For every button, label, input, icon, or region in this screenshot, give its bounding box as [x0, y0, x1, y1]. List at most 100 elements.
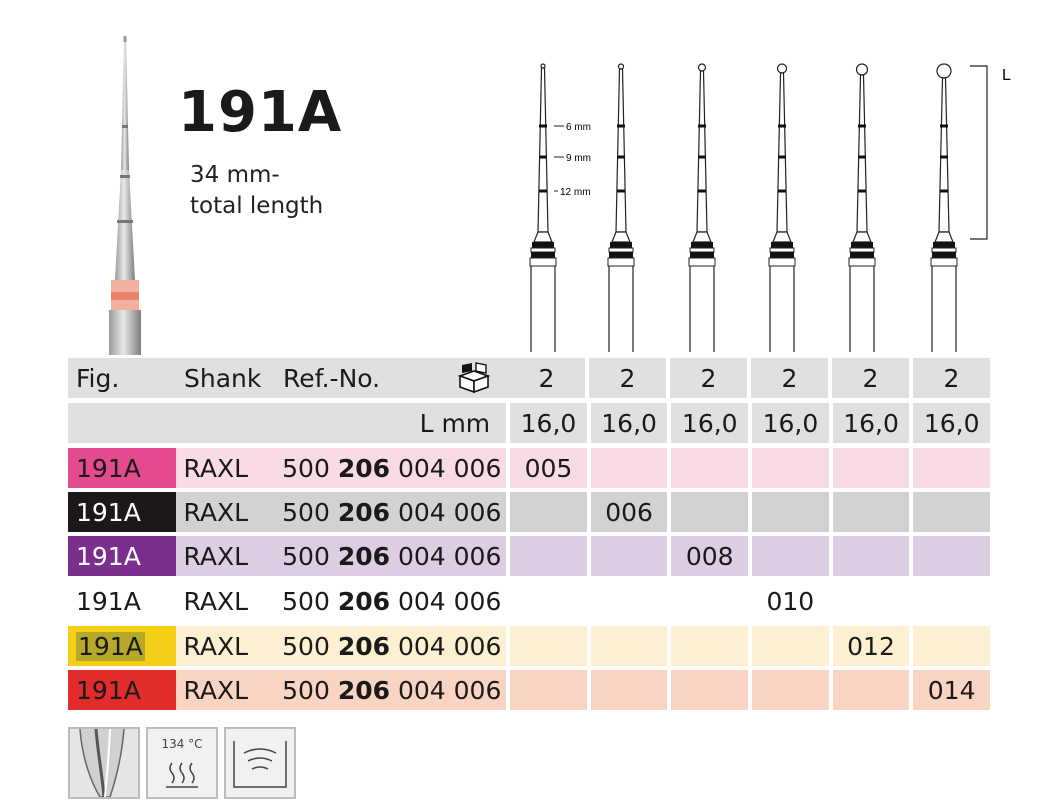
size-cell — [671, 670, 749, 710]
ref-part-a: 500 — [282, 541, 330, 571]
header-fig: Fig. — [68, 358, 176, 398]
ref-part-b: 206 — [337, 453, 391, 483]
ref-part-b: 206 — [337, 586, 391, 616]
instrument-drawing — [607, 63, 635, 352]
header-shank: Shank — [176, 358, 268, 398]
size-cell — [913, 448, 990, 488]
shank-cell: RAXL — [175, 626, 268, 666]
ref-part-b: 206 — [337, 497, 391, 527]
ultrasonic-bath-icon — [224, 727, 296, 799]
size-cell — [590, 581, 668, 621]
length-value: 16,0 — [671, 403, 749, 443]
fig-label: 191A — [76, 675, 141, 705]
size-cell — [913, 536, 990, 576]
instrument-drawing — [529, 63, 557, 352]
size-cell: 006 — [590, 492, 668, 532]
ref-part-a: 500 — [282, 453, 330, 483]
root-canal-icon — [68, 727, 140, 799]
fig-label: 191A — [76, 453, 141, 483]
product-subtitle: 34 mm- total length — [190, 160, 323, 222]
size-cell: 014 — [913, 670, 990, 710]
ref-number-cell: 500 206 004 006 — [267, 448, 507, 488]
pack-qty: 2 — [508, 358, 585, 398]
size-cell — [832, 448, 910, 488]
product-title: 191A — [178, 80, 343, 145]
pack-qty: 2 — [832, 358, 909, 398]
ref-number-cell: 500 206 004 006 — [267, 670, 507, 710]
size-cell — [832, 492, 910, 532]
length-row-blank — [68, 403, 176, 443]
fig-label: 191A — [76, 586, 141, 616]
size-cell: 010 — [752, 581, 829, 621]
length-value: 16,0 — [752, 403, 829, 443]
size-cell — [510, 492, 587, 532]
size-cell: 005 — [510, 448, 587, 488]
size-cell — [671, 626, 749, 666]
size-cell — [752, 626, 829, 666]
pack-qty: 2 — [589, 358, 666, 398]
table-row: 191A RAXL 500 206 004 006 014 — [68, 670, 990, 710]
size-cell — [590, 536, 668, 576]
fig-cell: 191A — [68, 670, 176, 710]
shank-cell: RAXL — [175, 670, 268, 710]
size-cell — [590, 670, 668, 710]
header-left: Fig. Shank Ref.-No. — [68, 358, 508, 398]
length-row: L mm 16,0 16,0 16,0 16,0 16,0 16,0 — [68, 403, 990, 443]
ref-part-b: 206 — [337, 631, 391, 661]
fig-cell: 191A — [68, 581, 176, 621]
subtitle-line-2: total length — [190, 193, 324, 219]
table-row: 191A RAXL 500 206 004 006 010 — [68, 581, 990, 621]
table-row: 191A RAXL 500 206 004 006 012 — [68, 626, 990, 666]
fig-label: 191A — [76, 541, 141, 571]
pack-qty: 2 — [670, 358, 747, 398]
size-cell — [913, 626, 990, 666]
size-cell — [510, 581, 587, 621]
fig-cell: 191A — [68, 626, 176, 666]
ref-part-c: 004 006 — [397, 453, 502, 483]
ref-part-a: 500 — [282, 586, 330, 616]
table-row: 191A RAXL 500 206 004 006 006 — [68, 492, 990, 532]
shank-cell: RAXL — [175, 448, 268, 488]
size-cell — [510, 536, 587, 576]
shank-cell: RAXL — [175, 581, 268, 621]
length-label: L — [1002, 67, 1011, 84]
shank-cell: RAXL — [175, 492, 268, 532]
package-icon — [438, 358, 508, 398]
length-value: 16,0 — [590, 403, 668, 443]
ref-part-c: 004 006 — [397, 631, 502, 661]
length-value: 16,0 — [913, 403, 990, 443]
sterilizer-icon: 134 °C — [146, 727, 218, 799]
length-bracket — [970, 65, 988, 240]
ref-number-cell: 500 206 004 006 — [267, 581, 507, 621]
size-cell — [671, 492, 749, 532]
pack-qty: 2 — [913, 358, 990, 398]
length-value: 16,0 — [832, 403, 910, 443]
size-cell — [752, 536, 829, 576]
fig-cell: 191A — [68, 536, 176, 576]
length-row-label: L mm — [267, 403, 507, 443]
ref-part-a: 500 — [282, 631, 330, 661]
header-ref: Ref.-No. — [268, 358, 438, 398]
size-cell — [671, 581, 749, 621]
ref-part-c: 004 006 — [397, 497, 502, 527]
ref-part-c: 004 006 — [397, 675, 502, 705]
size-cell — [832, 581, 910, 621]
size-cell — [752, 670, 829, 710]
ref-number-cell: 500 206 004 006 — [267, 626, 507, 666]
instrument-photo — [109, 36, 141, 355]
size-cell — [590, 626, 668, 666]
size-cell — [671, 448, 749, 488]
fig-label: 191A — [76, 497, 141, 527]
size-cell — [510, 626, 587, 666]
depth-mark-12mm: 12 mm — [560, 187, 591, 198]
ref-part-a: 500 — [282, 675, 330, 705]
ref-part-a: 500 — [282, 497, 330, 527]
fig-cell: 191A — [68, 448, 176, 488]
usage-icons: 134 °C — [68, 727, 296, 799]
sterilize-temp: 134 °C — [161, 737, 203, 751]
pack-qty: 2 — [751, 358, 828, 398]
instrument-drawing — [848, 63, 876, 352]
fig-cell: 191A — [68, 492, 176, 532]
size-cell — [913, 492, 990, 532]
size-cell — [510, 670, 587, 710]
